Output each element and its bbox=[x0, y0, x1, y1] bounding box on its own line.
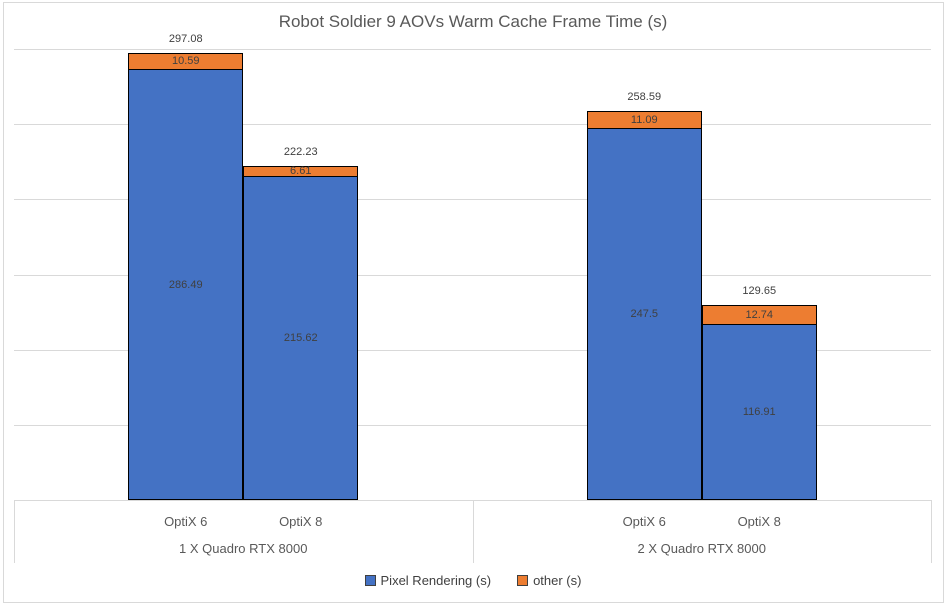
data-label-other: 12.74 bbox=[745, 308, 774, 321]
legend-item-other: other (s) bbox=[517, 573, 581, 588]
data-label-total: 129.65 bbox=[742, 285, 777, 298]
legend-swatch-pixel-rendering-icon bbox=[364, 574, 376, 586]
chart-title: Robot Soldier 9 AOVs Warm Cache Frame Ti… bbox=[278, 12, 668, 31]
category-axis-tick bbox=[14, 500, 15, 563]
gridline bbox=[14, 350, 931, 351]
data-label-pixel-rendering: 247.5 bbox=[630, 307, 659, 320]
axis-category-label: OptiX 6 bbox=[164, 514, 208, 529]
gridline bbox=[14, 425, 931, 426]
data-label-other: 11.09 bbox=[630, 113, 658, 126]
legend-item-pixel-rendering: Pixel Rendering (s) bbox=[364, 572, 492, 588]
data-label-total: 222.23 bbox=[283, 145, 318, 158]
bar-segment-other bbox=[244, 166, 358, 177]
axis-category-label: OptiX 8 bbox=[737, 514, 781, 529]
gridline bbox=[14, 500, 931, 501]
category-axis-tick bbox=[473, 500, 474, 563]
category-axis-tick bbox=[931, 500, 932, 563]
stacked-bar bbox=[128, 53, 244, 500]
legend-label-other: other (s) bbox=[533, 572, 582, 588]
gridline bbox=[14, 199, 931, 200]
bar-segment-other bbox=[129, 54, 243, 71]
bar-segment-other bbox=[702, 306, 816, 326]
bar-segment-other bbox=[587, 112, 701, 129]
axis-group-label: 2 X Quadro RTX 8000 bbox=[637, 541, 766, 556]
gridline bbox=[14, 124, 931, 125]
axis-category-label: OptiX 6 bbox=[622, 514, 666, 529]
legend: Pixel Rendering (s) other (s) bbox=[0, 572, 946, 588]
data-label-total: 258.59 bbox=[627, 91, 662, 104]
stacked-bar bbox=[586, 111, 702, 500]
axis-group-label: 1 X Quadro RTX 8000 bbox=[179, 541, 308, 556]
data-label-total: 297.08 bbox=[168, 33, 203, 46]
legend-swatch-other-icon bbox=[517, 574, 529, 586]
gridline bbox=[14, 49, 931, 50]
stacked-bar bbox=[243, 165, 359, 500]
data-label-pixel-rendering: 116.91 bbox=[742, 406, 776, 419]
data-label-other: 6.61 bbox=[290, 164, 312, 177]
data-label-other: 10.59 bbox=[171, 55, 200, 68]
data-label-pixel-rendering: 286.49 bbox=[168, 278, 203, 291]
axis-category-label: OptiX 8 bbox=[279, 514, 323, 529]
stacked-bar bbox=[701, 305, 817, 500]
legend-label-pixel-rendering: Pixel Rendering (s) bbox=[380, 572, 492, 588]
data-label-pixel-rendering: 215.62 bbox=[283, 331, 318, 344]
gridline bbox=[14, 275, 931, 276]
